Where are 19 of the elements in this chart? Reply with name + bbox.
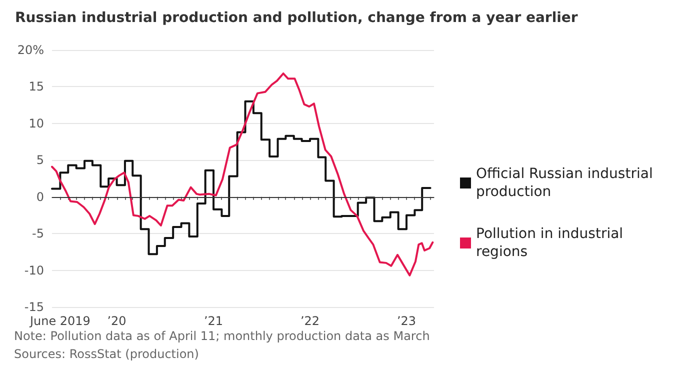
y-tick-label: 0 [36,190,44,204]
y-tick-label: 15 [28,80,44,94]
legend-label: Official Russian industrial production [476,166,658,200]
y-tick-label: 20% [17,43,44,57]
chart-title: Russian industrial production and pollution, change from a year earlier [15,10,578,26]
x-tick-label: ’21 [204,314,224,328]
x-tick-label: June 2019 [28,314,90,328]
y-tick-label: 10 [28,116,44,130]
y-tick-label: 5 [36,153,44,168]
legend-label: Pollution in industrial regions [476,226,628,260]
x-tick-label: ’20 [107,314,126,328]
line-series [51,72,434,276]
y-tick-label: -10 [24,263,44,278]
y-tick-label: -5 [32,226,44,241]
x-tick-label: ’22 [300,314,320,328]
text: Note: Pollution data as of April 11; monthly production data as March [14,329,430,343]
x-tick-label: ’23 [396,314,416,328]
source-note: Sources: RossStat (production) [14,347,199,361]
y-tick-label: -15 [24,300,44,314]
